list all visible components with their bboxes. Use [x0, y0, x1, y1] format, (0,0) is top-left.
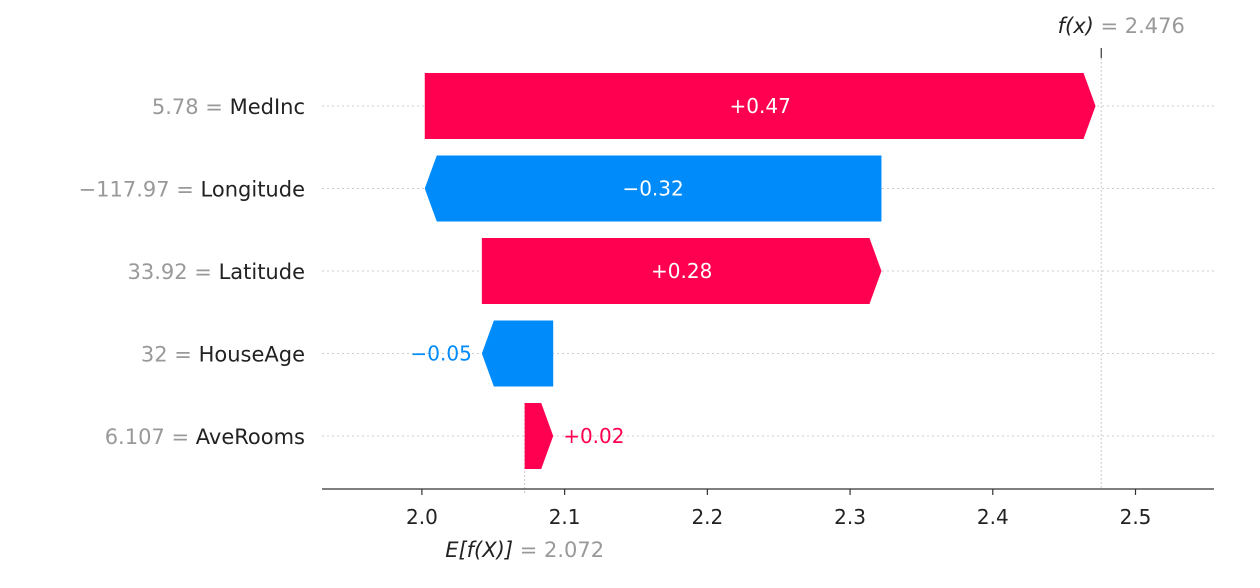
base-value-label: E[f(X)] — [445, 538, 520, 562]
feature-name: MedInc — [230, 95, 305, 119]
feature-label-averooms: 6.107 = AveRooms — [105, 425, 305, 449]
x-tick-label: 2.5 — [1120, 505, 1152, 529]
x-tick-label: 2.4 — [977, 505, 1009, 529]
x-tick-label: 2.0 — [406, 505, 438, 529]
feature-label-medinc: 5.78 = MedInc — [152, 95, 305, 119]
contribution-label-averooms: +0.02 — [563, 424, 624, 448]
feature-value: 32 = — [141, 343, 199, 367]
feature-value: −117.97 = — [79, 178, 201, 202]
contribution-label-medinc: +0.47 — [730, 94, 791, 118]
base-value-text: = 2.072 — [520, 538, 604, 562]
contribution-label-longitude: −0.32 — [622, 177, 683, 201]
feature-name: Latitude — [219, 260, 305, 284]
bar-houseage — [481, 320, 554, 387]
feature-value: 6.107 = — [105, 425, 196, 449]
contribution-label-houseage: −0.05 — [411, 342, 472, 366]
feature-name: Longitude — [201, 178, 305, 202]
x-tick-label: 2.3 — [834, 505, 866, 529]
feature-value: 5.78 = — [152, 95, 230, 119]
feature-name: HouseAge — [199, 343, 305, 367]
x-tick-label: 2.2 — [691, 505, 723, 529]
final-value-text: = 2.476 — [1101, 14, 1185, 38]
base-value-annotation: E[f(X)] = 2.072 — [445, 538, 604, 562]
feature-value: 33.92 = — [127, 260, 218, 284]
feature-label-houseage: 32 = HouseAge — [141, 343, 305, 367]
bar-longitude — [424, 155, 882, 222]
feature-label-latitude: 33.92 = Latitude — [127, 260, 305, 284]
contribution-label-latitude: +0.28 — [651, 259, 712, 283]
bar-medinc — [424, 73, 1096, 139]
feature-label-longitude: −117.97 = Longitude — [79, 178, 305, 202]
final-value-label: f(x) — [1058, 14, 1101, 38]
final-value-annotation: f(x) = 2.476 — [1058, 14, 1185, 38]
bar-averooms — [524, 403, 554, 469]
bar-latitude — [481, 238, 882, 304]
x-tick-label: 2.1 — [549, 505, 581, 529]
feature-name: AveRooms — [196, 425, 305, 449]
